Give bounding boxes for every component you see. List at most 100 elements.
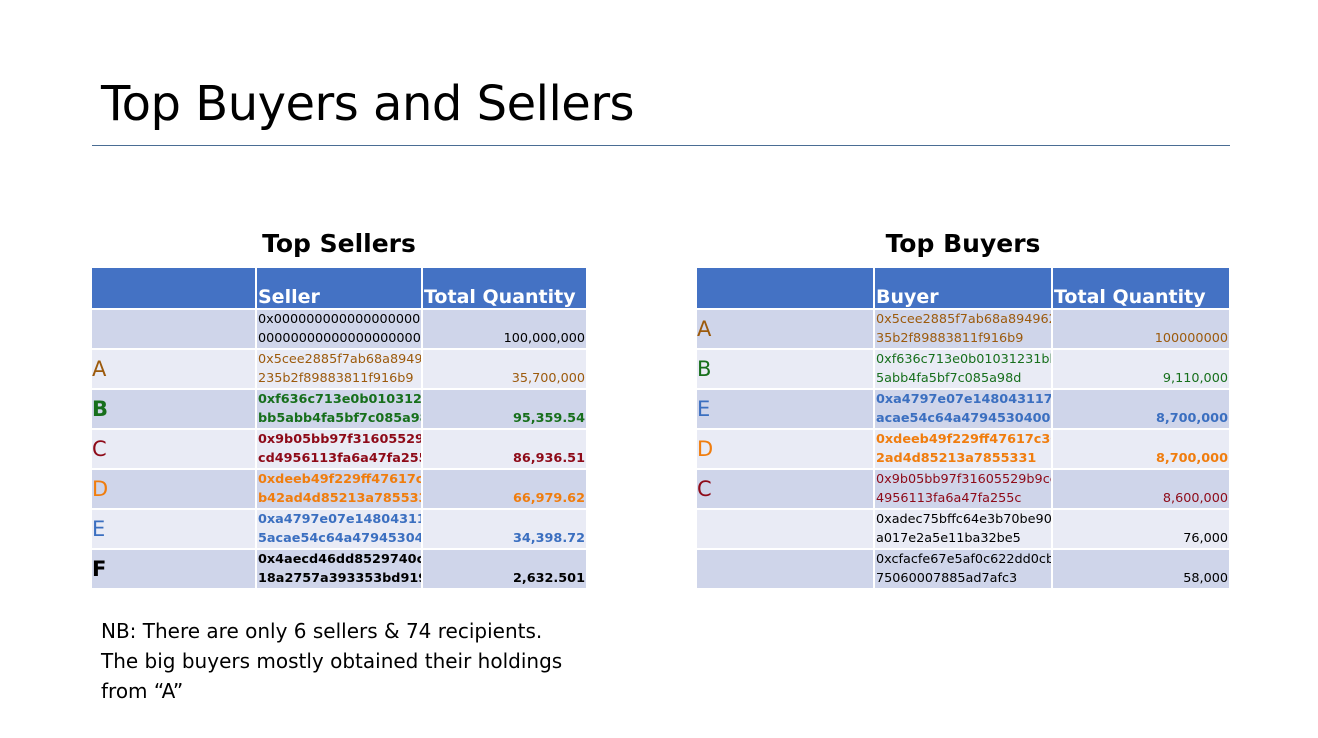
address-line: 0x5cee2885f7ab68a89496	[258, 352, 422, 367]
row-label	[697, 549, 875, 590]
top-buyers-heading: Top Buyers	[885, 229, 1041, 258]
address-line: a017e2a5e11ba32be5	[876, 531, 1021, 546]
address-line: cd4956113fa6a47fa255c	[258, 451, 422, 466]
title-divider	[92, 145, 1230, 146]
address-line: 0x4aecd46dd8529740c8fc	[258, 552, 422, 567]
address-line: 0x5cee2885f7ab68a894962	[876, 312, 1052, 327]
quantity-cell: 34,398.72	[422, 509, 586, 550]
address-line: 0xcfacfe67e5af0c622dd0cb	[876, 552, 1052, 567]
table-row: D0xdeeb49f229ff47617c30b4 2ad4d85213a7855…	[697, 429, 1229, 470]
sellers-table-body: 0x0000000000000000000 0000000000000000000…	[92, 309, 586, 590]
address-cell: 0x9b05bb97f31605529b9 cd4956113fa6a47fa25…	[256, 429, 423, 470]
address-line: 235b2f89883811f916b9	[258, 371, 414, 386]
address-line: 0x0000000000000000000	[258, 312, 422, 327]
address-cell: 0xdeeb49f229ff47617c30b4 2ad4d85213a78553…	[874, 429, 1053, 470]
footnote-line: from “A”	[101, 679, 184, 703]
top-sellers-table: Seller Total Quantity 0x0000000000000000…	[92, 268, 586, 590]
quantity-cell: 9,110,000	[1052, 349, 1229, 390]
address-line: b42ad4d85213a7855331	[258, 491, 422, 506]
address-line: 0xadec75bffc64e3b70be900	[876, 512, 1052, 527]
quantity-cell: 100,000,000	[422, 309, 586, 350]
quantity-cell: 76,000	[1052, 509, 1229, 550]
row-label: B	[92, 389, 257, 430]
address-cell: 0xdeeb49f229ff47617c30 b42ad4d85213a78553…	[256, 469, 423, 510]
address-line: 0xdeeb49f229ff47617c30	[258, 472, 420, 487]
row-label	[92, 309, 257, 350]
footnote-line: The big buyers mostly obtained their hol…	[101, 649, 563, 673]
address-cell: 0x4aecd46dd8529740c8fc 18a2757a393353bd91…	[256, 549, 423, 590]
quantity-cell: 66,979.62	[422, 469, 586, 510]
address-cell: 0x5cee2885f7ab68a89496 235b2f89883811f916…	[256, 349, 423, 390]
address-line: 0xdeeb49f229ff47617c30b4	[876, 432, 1051, 447]
address-cell: 0x5cee2885f7ab68a894962 35b2f89883811f916…	[874, 309, 1053, 350]
address-cell: 0xa4797e07e1480431170 5acae54c64a47945304…	[256, 509, 423, 550]
column-header: Total Quantity	[422, 268, 586, 310]
quantity-cell: 8,600,000	[1052, 469, 1229, 510]
top-sellers-heading: Top Sellers	[262, 229, 416, 258]
row-label: E	[697, 389, 875, 430]
table-header-row: Buyer Total Quantity	[697, 268, 1229, 310]
row-label: C	[697, 469, 875, 510]
column-header: Buyer	[874, 268, 1053, 310]
quantity-cell: 8,700,000	[1052, 389, 1229, 430]
column-header	[697, 268, 875, 310]
address-cell: 0xcfacfe67e5af0c622dd0cb 75060007885ad7af…	[874, 549, 1053, 590]
address-line: 0x9b05bb97f31605529b9cd	[876, 472, 1052, 487]
address-cell: 0x0000000000000000000 0000000000000000000…	[256, 309, 423, 350]
address-cell: 0x9b05bb97f31605529b9cd 4956113fa6a47fa25…	[874, 469, 1053, 510]
address-line: 0xf636c713e0b01031231	[258, 392, 422, 407]
address-line: 0xa4797e07e14804311705	[876, 392, 1052, 407]
address-line: 75060007885ad7afc3	[876, 571, 1018, 586]
address-cell: 0xadec75bffc64e3b70be900 a017e2a5e11ba32b…	[874, 509, 1053, 550]
table-row: F0x4aecd46dd8529740c8fc 18a2757a393353bd9…	[92, 549, 586, 590]
quantity-cell: 86,936.51	[422, 429, 586, 470]
buyers-table-body: A 0x5cee2885f7ab68a894962 35b2f89883811f91…	[697, 309, 1229, 590]
address-cell: 0xf636c713e0b01031231 bb5abb4fa5bf7c085a9…	[256, 389, 423, 430]
row-label: B	[697, 349, 875, 390]
quantity-cell: 35,700,000	[422, 349, 586, 390]
address-line: 2ad4d85213a7855331	[876, 451, 1037, 466]
address-line: 0xf636c713e0b01031231bb	[876, 352, 1052, 367]
address-line: 5abb4fa5bf7c085a98d	[876, 371, 1022, 386]
row-label: D	[697, 429, 875, 470]
quantity-cell: 8,700,000	[1052, 429, 1229, 470]
column-header: Seller	[256, 268, 423, 310]
quantity-cell: 2,632.501	[422, 549, 586, 590]
address-cell: 0xa4797e07e14804311705 acae54c64a47945304…	[874, 389, 1053, 430]
top-buyers-table: Buyer Total Quantity A 0x5cee2885f7ab68a8…	[697, 268, 1229, 590]
address-line: 35b2f89883811f916b9	[876, 331, 1024, 346]
row-label: D	[92, 469, 257, 510]
footnote: NB: There are only 6 sellers & 74 recipi…	[101, 616, 581, 706]
address-line: 00000000000000000000	[258, 331, 421, 346]
table-row: 0xadec75bffc64e3b70be900 a017e2a5e11ba32b…	[697, 509, 1229, 550]
address-line: 18a2757a393353bd9192	[258, 571, 422, 586]
row-label: A	[697, 309, 875, 350]
table-header-row: Seller Total Quantity	[92, 268, 586, 310]
address-line: acae54c64a4794530400	[876, 411, 1051, 426]
slide-title: Top Buyers and Sellers	[101, 76, 635, 132]
footnote-line: NB: There are only 6 sellers & 74 recipi…	[101, 619, 543, 643]
table-row: D0xdeeb49f229ff47617c30 b42ad4d85213a7855…	[92, 469, 586, 510]
table-row: 0x0000000000000000000 0000000000000000000…	[92, 309, 586, 350]
column-header: Total Quantity	[1052, 268, 1229, 310]
quantity-cell: 100000000	[1052, 309, 1229, 350]
row-label: A	[92, 349, 257, 390]
address-line: 0xa4797e07e1480431170	[258, 512, 420, 527]
address-line: 0x9b05bb97f31605529b9	[258, 432, 420, 447]
row-label: E	[92, 509, 257, 550]
column-header	[92, 268, 257, 310]
quantity-cell: 58,000	[1052, 549, 1229, 590]
address-line: 4956113fa6a47fa255c	[876, 491, 1022, 506]
row-label: F	[92, 549, 257, 590]
table-row: 0xcfacfe67e5af0c622dd0cb 75060007885ad7af…	[697, 549, 1229, 590]
row-label: C	[92, 429, 257, 470]
